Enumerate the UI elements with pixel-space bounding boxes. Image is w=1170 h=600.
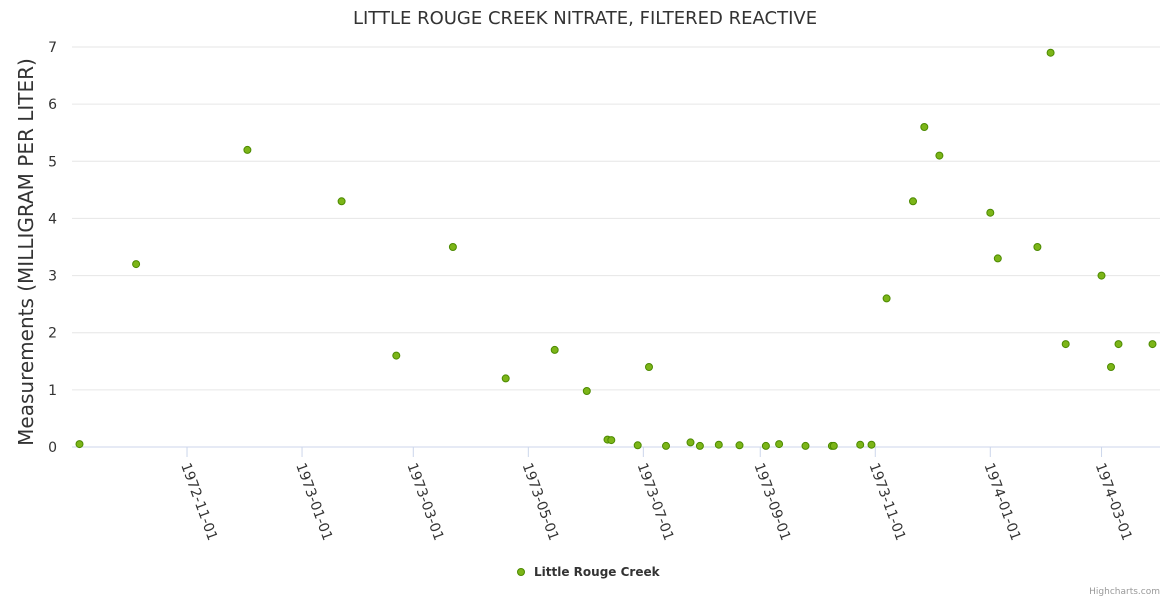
data-point[interactable]	[337, 197, 346, 206]
x-tick-label: 1973-01-01	[292, 461, 335, 543]
y-tick-label: 0	[48, 440, 57, 456]
data-point[interactable]	[582, 387, 591, 395]
data-point[interactable]	[775, 440, 784, 449]
y-tick-label: 3	[48, 269, 57, 285]
data-point[interactable]	[867, 440, 876, 449]
data-point[interactable]	[986, 208, 995, 217]
x-tick-label: 1973-03-01	[404, 461, 447, 543]
y-tick-label: 2	[48, 326, 57, 342]
data-point[interactable]	[75, 440, 84, 449]
data-point[interactable]	[829, 441, 838, 450]
data-point[interactable]	[1097, 271, 1106, 280]
data-point[interactable]	[993, 254, 1002, 263]
data-point[interactable]	[686, 438, 695, 447]
x-tick-label: 1973-05-01	[519, 461, 562, 543]
y-tick-label: 4	[48, 211, 57, 227]
data-point[interactable]	[801, 441, 810, 450]
data-point[interactable]	[735, 441, 744, 450]
data-point[interactable]	[920, 123, 929, 131]
y-tick-label: 6	[48, 97, 57, 113]
x-tick-label: 1973-09-01	[750, 461, 793, 543]
data-point[interactable]	[1046, 48, 1055, 57]
legend-marker-icon[interactable]	[517, 568, 525, 576]
data-point[interactable]	[243, 145, 252, 154]
data-point[interactable]	[448, 243, 457, 251]
data-point[interactable]	[882, 294, 891, 303]
data-point[interactable]	[607, 436, 616, 445]
data-point[interactable]	[645, 363, 653, 371]
y-axis-label: Measurements (MILLIGRAM PER LITER)	[14, 58, 38, 446]
chart-title: LITTLE ROUGE CREEK NITRATE, FILTERED REA…	[353, 8, 817, 29]
data-point[interactable]	[695, 441, 704, 450]
data-point[interactable]	[1033, 243, 1042, 251]
y-axis-ticks: 0 1 2 3 4 5 6 7	[48, 40, 57, 456]
data-point[interactable]	[714, 440, 723, 449]
grid-lines	[72, 46, 1160, 448]
data-points	[75, 48, 1157, 450]
data-point[interactable]	[501, 374, 510, 383]
data-point[interactable]	[1061, 340, 1070, 349]
data-point[interactable]	[761, 441, 770, 450]
x-tick-label: 1973-11-01	[866, 461, 909, 543]
data-point[interactable]	[909, 197, 917, 206]
data-point[interactable]	[935, 151, 944, 160]
x-tick-label: 1973-07-01	[634, 461, 677, 543]
legend[interactable]: Little Rouge Creek	[517, 565, 661, 579]
data-point[interactable]	[1148, 340, 1157, 349]
credits-link[interactable]: Highcharts.com	[1089, 587, 1160, 597]
y-tick-label: 1	[48, 383, 57, 399]
legend-label[interactable]: Little Rouge Creek	[534, 565, 661, 579]
x-tick-label: 1972-11-01	[177, 461, 220, 543]
data-point[interactable]	[550, 345, 559, 354]
data-point[interactable]	[1114, 340, 1123, 349]
data-point[interactable]	[633, 441, 642, 450]
data-point[interactable]	[856, 440, 865, 449]
data-point[interactable]	[132, 260, 141, 269]
x-tick-label: 1974-03-01	[1092, 461, 1135, 543]
x-axis-ticks: 1972-11-01 1973-01-01 1973-03-01 1973-05-01…	[177, 447, 1135, 543]
data-point[interactable]	[662, 441, 670, 450]
y-tick-label: 5	[48, 154, 57, 170]
data-point[interactable]	[392, 351, 401, 360]
data-point[interactable]	[1107, 363, 1115, 371]
y-tick-label: 7	[48, 40, 57, 56]
x-tick-label: 1974-01-01	[981, 461, 1024, 543]
